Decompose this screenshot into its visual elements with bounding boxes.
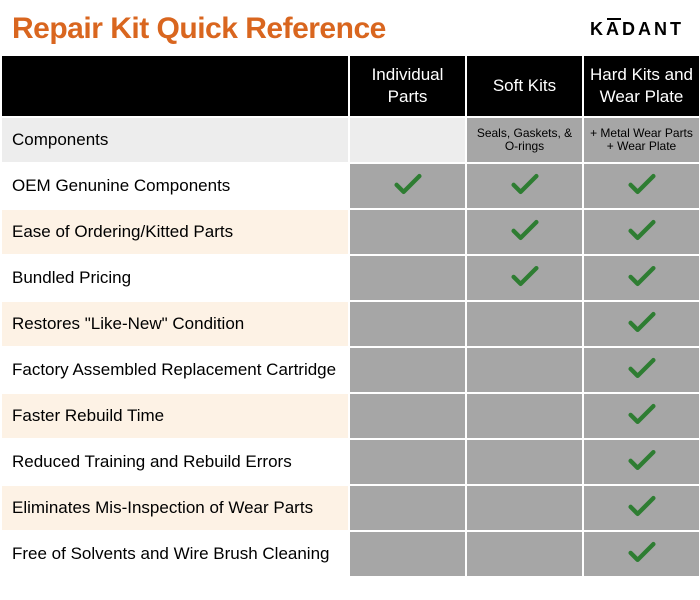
check-icon <box>394 172 422 196</box>
row-label: Reduced Training and Rebuild Errors <box>1 439 349 485</box>
row-cell <box>349 301 466 347</box>
row-cell <box>466 393 583 439</box>
check-icon <box>628 264 656 288</box>
row-cell <box>349 485 466 531</box>
row-label: Free of Solvents and Wire Brush Cleaning <box>1 531 349 577</box>
row-cell <box>466 347 583 393</box>
row-cell <box>583 255 700 301</box>
check-icon <box>628 172 656 196</box>
table-row: Restores "Like-New" Condition <box>1 301 700 347</box>
row-cell <box>466 531 583 577</box>
components-label: Components <box>1 117 349 163</box>
table-body: Components Seals, Gaskets, & O-rings + M… <box>1 117 700 577</box>
brand-logo: KADANT <box>590 19 684 40</box>
row-cell <box>583 347 700 393</box>
table-header-individual: Individual Parts <box>349 55 466 117</box>
check-icon <box>511 264 539 288</box>
row-cell <box>466 301 583 347</box>
table-row: Factory Assembled Replacement Cartridge <box>1 347 700 393</box>
check-icon <box>628 356 656 380</box>
check-icon <box>628 448 656 472</box>
table-header-soft: Soft Kits <box>466 55 583 117</box>
table-header-blank <box>1 55 349 117</box>
comparison-table: Individual Parts Soft Kits Hard Kits and… <box>0 54 700 578</box>
table-header-hard: Hard Kits and Wear Plate <box>583 55 700 117</box>
row-label: Restores "Like-New" Condition <box>1 301 349 347</box>
check-icon <box>628 402 656 426</box>
check-icon <box>628 494 656 518</box>
row-cell <box>583 439 700 485</box>
table-row: Reduced Training and Rebuild Errors <box>1 439 700 485</box>
row-label: Ease of Ordering/Kitted Parts <box>1 209 349 255</box>
check-icon <box>511 218 539 242</box>
check-icon <box>628 218 656 242</box>
row-cell <box>349 163 466 209</box>
logo-pre: K <box>590 19 606 39</box>
row-cell <box>466 209 583 255</box>
row-cell <box>466 485 583 531</box>
row-cell <box>583 301 700 347</box>
row-label: Faster Rebuild Time <box>1 393 349 439</box>
table-row: Faster Rebuild Time <box>1 393 700 439</box>
table-row: Bundled Pricing <box>1 255 700 301</box>
components-cell-soft: Seals, Gaskets, & O-rings <box>466 117 583 163</box>
row-label: Eliminates Mis-Inspection of Wear Parts <box>1 485 349 531</box>
row-label: Bundled Pricing <box>1 255 349 301</box>
row-cell <box>583 531 700 577</box>
row-cell <box>583 163 700 209</box>
table-header-row: Individual Parts Soft Kits Hard Kits and… <box>1 55 700 117</box>
row-cell <box>349 531 466 577</box>
row-cell <box>466 255 583 301</box>
components-row: Components Seals, Gaskets, & O-rings + M… <box>1 117 700 163</box>
row-label: Factory Assembled Replacement Cartridge <box>1 347 349 393</box>
page-title: Repair Kit Quick Reference <box>12 12 386 46</box>
table-row: OEM Genunine Components <box>1 163 700 209</box>
check-icon <box>511 172 539 196</box>
row-cell <box>583 393 700 439</box>
components-cell-individual <box>349 117 466 163</box>
check-icon <box>628 310 656 334</box>
header: Repair Kit Quick Reference KADANT <box>0 0 700 54</box>
components-cell-hard: + Metal Wear Parts + Wear Plate <box>583 117 700 163</box>
logo-post: DANT <box>622 19 684 39</box>
logo-macron: A <box>606 19 622 39</box>
table-row: Eliminates Mis-Inspection of Wear Parts <box>1 485 700 531</box>
row-cell <box>583 485 700 531</box>
row-cell <box>466 163 583 209</box>
row-cell <box>466 439 583 485</box>
row-cell <box>349 393 466 439</box>
row-cell <box>349 439 466 485</box>
table-row: Free of Solvents and Wire Brush Cleaning <box>1 531 700 577</box>
row-cell <box>349 255 466 301</box>
row-cell <box>349 347 466 393</box>
row-cell <box>349 209 466 255</box>
table-row: Ease of Ordering/Kitted Parts <box>1 209 700 255</box>
row-label: OEM Genunine Components <box>1 163 349 209</box>
row-cell <box>583 209 700 255</box>
check-icon <box>628 540 656 564</box>
